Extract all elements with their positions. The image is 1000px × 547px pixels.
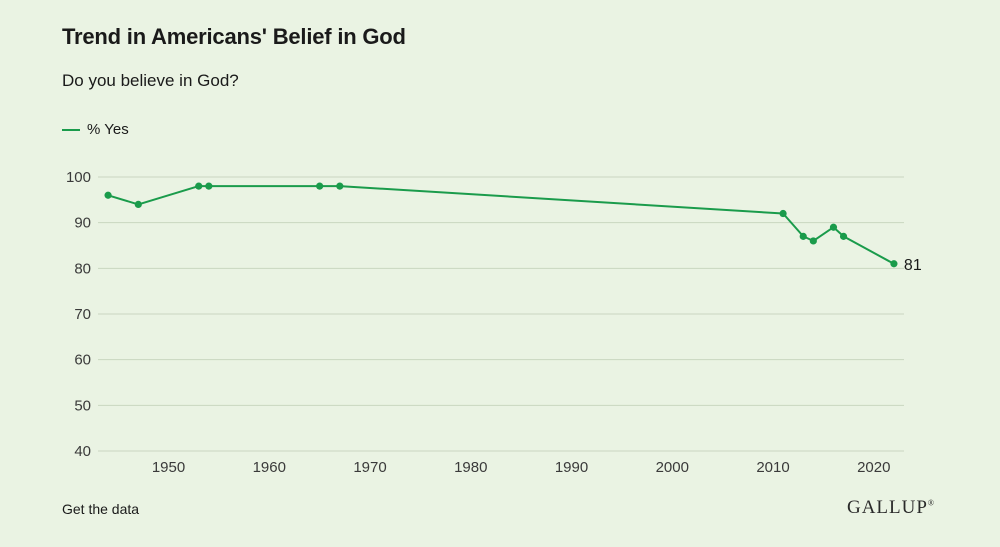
data-point-2016[interactable] <box>829 223 838 231</box>
x-tick-label-1960: 1960 <box>253 459 286 476</box>
x-tick-label-2000: 2000 <box>656 459 689 476</box>
data-point-1947[interactable] <box>134 200 142 208</box>
legend-swatch <box>62 128 80 131</box>
legend: % Yes <box>62 121 129 138</box>
y-tick-label-40: 40 <box>74 443 91 460</box>
data-point-2013[interactable] <box>799 232 807 240</box>
x-tick-label-1950: 1950 <box>152 459 185 476</box>
x-tick-label-1980: 1980 <box>454 459 487 476</box>
y-tick-label-60: 60 <box>74 352 91 369</box>
chart-subtitle: Do you believe in God? <box>62 71 239 90</box>
x-tick-label-2020: 2020 <box>857 459 890 476</box>
y-tick-label-90: 90 <box>74 215 91 232</box>
data-point-2017[interactable] <box>839 232 848 240</box>
data-point-2014[interactable] <box>809 237 817 245</box>
series-line-0 <box>107 185 895 265</box>
gallup-logo: GALLUP® <box>847 497 934 519</box>
data-point-1954[interactable] <box>205 182 213 190</box>
y-tick-label-100: 100 <box>66 169 91 186</box>
grid-lines <box>98 176 904 452</box>
x-tick-label-2010: 2010 <box>756 459 789 476</box>
series-layer <box>104 182 898 268</box>
annotation-layer: 81 <box>904 257 922 274</box>
data-point-2011[interactable] <box>779 209 787 218</box>
brand-mark: ® <box>927 498 934 508</box>
get-the-data-link[interactable]: Get the data <box>62 501 140 517</box>
data-point-1965[interactable] <box>316 182 324 190</box>
y-tick-label-80: 80 <box>74 260 91 277</box>
data-point-1944[interactable] <box>104 191 112 199</box>
data-point-1967[interactable] <box>336 182 344 190</box>
end-value-label: 81 <box>904 257 922 274</box>
chart-title: Trend in Americans' Belief in God <box>62 24 406 49</box>
legend-label: % Yes <box>87 121 129 138</box>
y-tick-label-50: 50 <box>74 397 91 414</box>
y-tick-label-70: 70 <box>74 306 91 323</box>
data-point-2022[interactable] <box>890 260 898 268</box>
x-tick-label-1990: 1990 <box>555 459 588 476</box>
brand-name: GALLUP <box>846 497 928 518</box>
data-point-1953[interactable] <box>195 182 203 190</box>
y-axis-ticks: 40 50 60 70 80 90 100 <box>66 169 91 460</box>
x-axis-ticks: 1950 1960 1970 1980 1990 2000 2010 2020 <box>152 459 891 476</box>
x-tick-label-1970: 1970 <box>353 459 386 476</box>
